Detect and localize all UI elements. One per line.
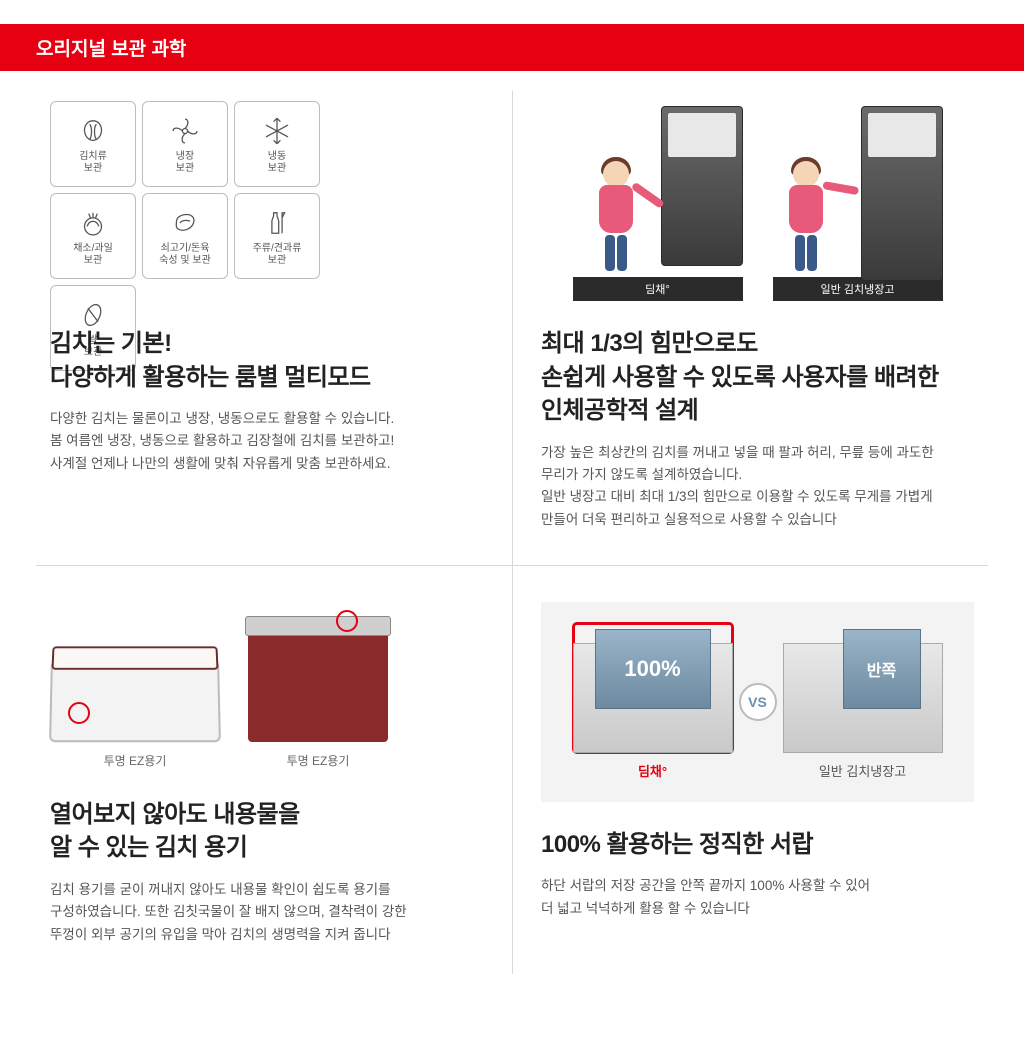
meat-icon: [168, 206, 202, 240]
cell-title: 열어보지 않아도 내용물을 알 수 있는 김치 용기: [50, 798, 498, 865]
fridge-label-brand: 딤채°: [573, 277, 743, 301]
drawer-illustration: 100% 딤채° VS 반쪽 일반 김치냉장고: [541, 602, 974, 802]
mode-icon-fridge: 냉장 보관: [142, 101, 228, 187]
mode-icon-kimchi: 김치류 보관: [50, 101, 136, 187]
cell-desc: 가장 높은 최상칸의 김치를 꺼내고 넣을 때 팔과 허리, 무릎 등에 과도한…: [541, 442, 974, 531]
vs-badge: VS: [739, 683, 777, 721]
cell-ergonomic: 딤채° 일반 김치냉장고: [512, 91, 988, 566]
container-illustration: 투명 EZ용기 투명 EZ용기: [50, 602, 498, 772]
fan-icon: [168, 114, 202, 148]
onion-icon: [76, 206, 110, 240]
cell-title: 100% 활용하는 정직한 서랍: [541, 828, 974, 862]
mode-icon-meat: 쇠고기/돈육 숙성 및 보관: [142, 193, 228, 279]
cell-container: 투명 EZ용기 투명 EZ용기 열어보지 않아도 내용물을 알 수 있는 김치 …: [36, 566, 512, 974]
cell-desc: 하단 서랍의 저장 공간을 안쪽 끝까지 100% 사용할 수 있어 더 넓고 …: [541, 875, 974, 920]
drawer-full: 100%: [573, 623, 733, 753]
cell-drawer: 100% 딤채° VS 반쪽 일반 김치냉장고 100% 활용하는 정직한 서랍: [512, 566, 988, 974]
section-header: 오리지널 보관 과학: [0, 24, 1024, 71]
drawer-caption-brand: 딤채°: [638, 761, 667, 780]
drawer-half: 반쪽: [783, 623, 943, 753]
container-red: [248, 612, 388, 742]
container-clear: [50, 632, 220, 742]
ergonomic-illustration: 딤채° 일반 김치냉장고: [541, 101, 974, 301]
cell-multimode: 김치류 보관 냉장 보관 냉동 보관 채소/과일 보관: [36, 91, 512, 566]
snowflake-icon: [260, 114, 294, 148]
drawer-caption-other: 일반 김치냉장고: [819, 761, 906, 780]
icon-grid-illustration: 김치류 보관 냉장 보관 냉동 보관 채소/과일 보관: [50, 101, 498, 301]
mode-icon-freeze: 냉동 보관: [234, 101, 320, 187]
cell-title: 최대 1/3의 힘만으로도 손쉽게 사용할 수 있도록 사용자를 배려한 인체공…: [541, 327, 974, 428]
fridge-brand: 딤채°: [573, 106, 743, 301]
container-label-left: 투명 EZ용기: [104, 752, 167, 769]
bottle-icon: [260, 206, 294, 240]
container-label-right: 투명 EZ용기: [287, 752, 350, 769]
mode-icon-drinks: 주류/견과류 보관: [234, 193, 320, 279]
cell-desc: 다양한 김치는 물론이고 냉장, 냉동으로도 활용할 수 있습니다. 봄 여름엔…: [50, 408, 498, 475]
fridge-other: 일반 김치냉장고: [773, 106, 943, 301]
cabbage-icon: [76, 114, 110, 148]
cell-desc: 김치 용기를 굳이 꺼내지 않아도 내용물 확인이 쉽도록 용기를 구성하였습니…: [50, 879, 498, 946]
page: 오리지널 보관 과학 김치류 보관 냉장 보관 냉동 보관: [0, 24, 1024, 1048]
feature-grid: 김치류 보관 냉장 보관 냉동 보관 채소/과일 보관: [0, 91, 1024, 974]
mode-icon-veg: 채소/과일 보관: [50, 193, 136, 279]
